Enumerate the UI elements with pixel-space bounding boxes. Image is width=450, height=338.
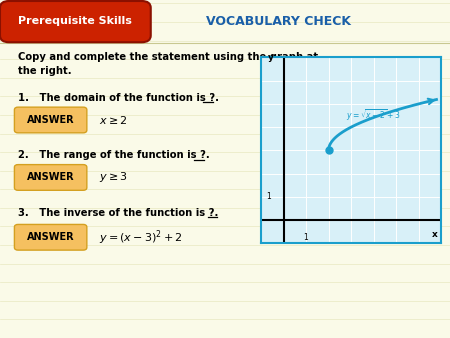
Text: 2.   The range of the function is ?.: 2. The range of the function is ?. [18, 150, 210, 161]
Text: $y \geq 3$: $y \geq 3$ [99, 170, 128, 185]
Text: 1: 1 [266, 192, 271, 201]
Text: y: y [268, 53, 274, 62]
FancyBboxPatch shape [14, 165, 87, 190]
Text: Copy and complete the statement using the graph at
the right.: Copy and complete the statement using th… [18, 52, 318, 76]
Text: Prerequisite Skills: Prerequisite Skills [18, 16, 132, 26]
Text: ANSWER: ANSWER [27, 232, 75, 242]
Text: 1.   The domain of the function is ?.: 1. The domain of the function is ?. [18, 93, 219, 103]
Text: ANSWER: ANSWER [27, 115, 75, 125]
FancyBboxPatch shape [14, 107, 87, 133]
Text: $y = \sqrt{x-2}+3$: $y = \sqrt{x-2}+3$ [346, 108, 401, 123]
Text: VOCABULARY CHECK: VOCABULARY CHECK [207, 15, 351, 28]
Text: $y = (x-3)^2+2$: $y = (x-3)^2+2$ [99, 228, 183, 247]
Text: 3.   The inverse of the function is ?.: 3. The inverse of the function is ?. [18, 208, 218, 218]
FancyBboxPatch shape [0, 1, 151, 42]
Text: x: x [432, 230, 437, 239]
Text: ANSWER: ANSWER [27, 172, 75, 183]
Text: $x \geq 2$: $x \geq 2$ [99, 114, 127, 126]
FancyBboxPatch shape [14, 224, 87, 250]
Text: 1: 1 [304, 233, 308, 242]
